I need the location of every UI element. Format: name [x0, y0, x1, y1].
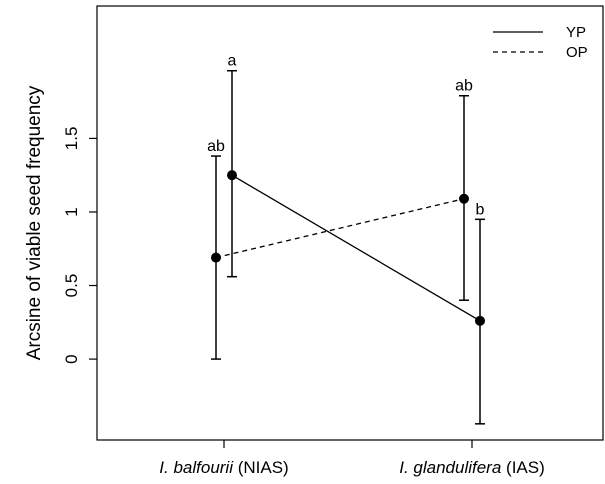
data-point: [227, 170, 237, 181]
significance-label: ab: [207, 138, 225, 155]
y-tick-label: 1: [62, 207, 81, 216]
x-tick-label: I. balfourii (NIAS): [159, 458, 288, 477]
legend-label: YP: [566, 24, 586, 41]
series-line-OP: [215, 198, 465, 259]
significance-label: a: [228, 53, 237, 70]
significance-label: b: [476, 201, 485, 218]
y-axis: 0 0.5 1 1.5: [62, 127, 97, 364]
legend: YP OP: [493, 24, 588, 61]
y-tick-label: 0.5: [62, 274, 81, 298]
legend-label: OP: [566, 44, 588, 61]
y-tick-label: 0: [62, 354, 81, 363]
y-tick-label: 1.5: [62, 127, 81, 151]
data-point: [475, 315, 485, 326]
series-line-YP: [231, 174, 481, 322]
x-tick-label: I. glandulifera (IAS): [399, 458, 545, 477]
data-point: [459, 193, 469, 204]
significance-label: ab: [455, 78, 473, 95]
y-axis-title: Arcsine of viable seed frequency: [24, 85, 45, 360]
plot-frame: [96, 5, 604, 441]
x-axis: I. balfourii (NIAS) I. glandulifera (IAS): [159, 440, 545, 477]
data-point: [211, 252, 221, 263]
